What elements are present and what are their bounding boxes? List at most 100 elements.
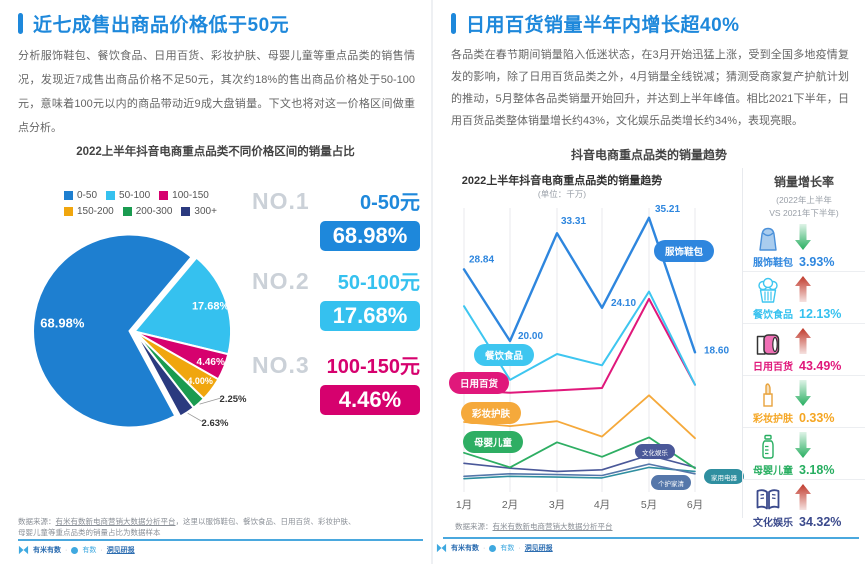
arrow-down-icon <box>795 223 811 250</box>
brand-3: 洞见研报 <box>524 545 553 552</box>
svg-text:18.60: 18.60 <box>704 345 729 356</box>
badge-apparel: 服饰鞋包 <box>654 240 715 262</box>
rank-row-3: NO.3 100-150元 4.46% <box>252 350 420 415</box>
left-paragraph: 分析服饰鞋包、餐饮食品、日用百货、彩妆护肤、母婴儿童等重点品类的销售情况，发现近… <box>18 50 415 134</box>
badge-personal-care: 个护家清 <box>651 475 691 490</box>
svg-text:5月: 5月 <box>641 499 657 511</box>
svg-text:2.63%: 2.63% <box>202 418 229 429</box>
left-data-source: 数据来源：有米有数新电商营销大数据分析平台，这里以服饰鞋包、餐饮食品、日用百货、… <box>18 517 356 537</box>
paper-roll-icon <box>756 334 780 355</box>
rank-3-label: NO.3 <box>252 352 310 378</box>
legend-item: 200-300 <box>122 206 172 217</box>
svg-text:4.00%: 4.00% <box>187 376 213 386</box>
svg-text:1月: 1月 <box>456 499 472 511</box>
growth-list: 服饰鞋包 3.93% 餐饮食品 12.13% <box>743 220 865 531</box>
left-footer-logos: 有米有数 · 有数 · 洞见研报 <box>18 545 135 555</box>
open-book-icon <box>756 489 780 510</box>
badge-beauty: 彩妆护肤 <box>461 402 522 424</box>
badge-culture: 文化娱乐 <box>635 444 675 459</box>
legend-item: 0-50 <box>64 190 97 201</box>
left-title-row: 近七成售出商品价格低于50元 <box>18 10 289 37</box>
line-chart-subtitle: (单位：千万) <box>537 189 587 199</box>
title-accent-bar <box>451 13 456 34</box>
trend-section-heading: 抖音电商重点品类的销量趋势 <box>570 148 727 162</box>
circle-logo-icon <box>71 546 79 554</box>
svg-text:2.25%: 2.25% <box>220 394 247 405</box>
legend-item: 100-150 <box>159 190 209 201</box>
svg-text:2月: 2月 <box>502 499 518 511</box>
growth-subtitle: (2022年上半年 VS 2021年下半年) <box>769 195 839 218</box>
brand-2: 有数 <box>500 545 515 552</box>
butterfly-logo-icon <box>18 545 29 555</box>
svg-text:20.00: 20.00 <box>518 331 543 342</box>
svg-text:35.21: 35.21 <box>655 204 680 215</box>
svg-text:17.68%: 17.68% <box>192 301 230 313</box>
arrow-up-icon <box>795 483 811 510</box>
brand-2: 有数 <box>82 547 97 554</box>
left-panel-title: 近七成售出商品价格低于50元 <box>33 15 290 36</box>
svg-text:3月: 3月 <box>549 499 565 511</box>
badge-mother-baby: 母婴儿童 <box>463 431 524 453</box>
rank-row-1: NO.1 0-50元 68.98% <box>252 186 420 251</box>
growth-item-food: 餐饮食品 12.13% <box>743 272 865 324</box>
left-panel: 近七成售出商品价格低于50元 分析服饰鞋包、餐饮食品、日用百货、彩妆护肤、母婴儿… <box>0 0 431 564</box>
rank-row-2: NO.2 50-100元 17.68% <box>252 266 420 331</box>
badge-appliances: 家用电器 <box>704 469 744 484</box>
right-panel: 日用百货销量半年内增长超40% 各品类在春节期间销量陷入低迷状态，在3月开始迅猛… <box>433 0 865 564</box>
line-chart-title: 2022上半年抖音电商重点品类的销量趋势 <box>461 175 663 187</box>
sidebar-divider <box>742 168 743 518</box>
brand-3: 洞见研报 <box>106 547 135 554</box>
badge-daily-goods: 日用百货 <box>449 372 510 394</box>
growth-item-apparel: 服饰鞋包 3.93% <box>743 220 865 272</box>
rank-2-label: NO.2 <box>252 268 310 294</box>
rank-1-label: NO.1 <box>252 188 310 214</box>
right-title-row: 日用百货销量半年内增长超40% <box>451 10 740 37</box>
right-footer-logos: 有米有数 · 有数 · 洞见研报 <box>436 543 553 553</box>
legend-item: 150-200 <box>64 206 114 217</box>
growth-item-culture: 文化娱乐 34.32% <box>743 480 865 531</box>
legend-item: 300+ <box>181 206 217 217</box>
pie-chart-title: 2022上半年抖音电商重点品类不同价格区间的销量占比 <box>76 146 355 158</box>
svg-text:68.98%: 68.98% <box>40 316 85 331</box>
svg-text:4.46%: 4.46% <box>197 357 225 368</box>
pie-legend: 0-50 50-100 100-150 150-200 200-300 300+ <box>64 190 262 217</box>
growth-item-mother-baby: 母婴儿童 3.18% <box>743 428 865 480</box>
baby-bottle-icon <box>762 434 774 459</box>
butterfly-logo-icon <box>436 543 447 553</box>
trend-arrow <box>795 275 811 307</box>
brand-youmiyoushu: 有米有数 <box>33 547 61 554</box>
trend-arrow <box>795 483 811 515</box>
trend-arrow <box>795 327 811 359</box>
growth-item-beauty: 彩妆护肤 0.33% <box>743 376 865 428</box>
legend-item: 50-100 <box>106 190 150 201</box>
growth-item-daily-goods: 日用百货 43.49% <box>743 324 865 376</box>
arrow-up-icon <box>795 327 811 354</box>
rank-2-value-badge: 17.68% <box>320 301 420 331</box>
rank-2-range: 50-100元 <box>337 272 420 294</box>
svg-text:24.10: 24.10 <box>611 298 636 309</box>
rank-1-range: 0-50元 <box>359 192 420 214</box>
hoodie-icon <box>759 227 777 251</box>
svg-text:4月: 4月 <box>594 499 610 511</box>
title-accent-bar <box>18 13 23 34</box>
rank-1-value-badge: 68.98% <box>320 221 420 251</box>
brand-youmiyoushu: 有米有数 <box>451 545 479 552</box>
svg-text:6月: 6月 <box>687 499 703 511</box>
pie-chart: 68.98% 17.68% 4.46% 4.00% 2.25% 2.63% <box>30 228 250 443</box>
arrow-down-icon <box>795 379 811 406</box>
trend-arrow <box>795 431 811 463</box>
rank-3-value-badge: 4.46% <box>320 385 420 415</box>
growth-sidebar: 销量增长率 (2022年上半年 VS 2021年下半年) 服饰鞋包 3.93% <box>743 165 865 531</box>
rank-3-range: 100-150元 <box>326 356 420 378</box>
right-panel-title: 日用百货销量半年内增长超40% <box>466 15 740 36</box>
growth-title: 销量增长率 <box>773 175 834 189</box>
svg-text:33.31: 33.31 <box>561 216 586 227</box>
arrow-down-icon <box>795 431 811 458</box>
right-paragraph: 各品类在春节期间销量陷入低迷状态，在3月开始迅猛上涨，受到全国多地疫情复发的影响… <box>451 49 849 127</box>
circle-logo-icon <box>489 544 497 552</box>
cupcake-icon <box>758 277 778 303</box>
arrow-up-icon <box>795 275 811 302</box>
trend-arrow <box>795 223 811 255</box>
right-footer-rule <box>443 537 859 539</box>
